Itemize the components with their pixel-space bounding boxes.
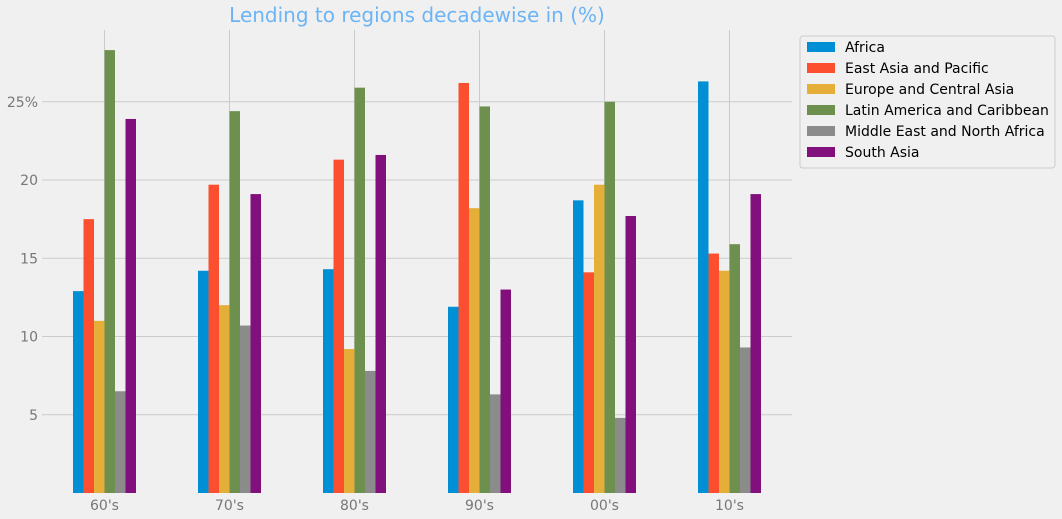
bar xyxy=(219,305,230,493)
bar xyxy=(583,272,594,493)
x-tick-label: 90's xyxy=(465,498,494,514)
bar xyxy=(198,270,209,493)
legend-swatch xyxy=(807,63,835,73)
y-tick-label: 15 xyxy=(20,251,38,267)
legend-swatch xyxy=(807,126,835,136)
y-tick-label: 10 xyxy=(20,330,38,346)
legend-label: Africa xyxy=(845,40,885,56)
legend-swatch xyxy=(807,147,835,157)
legend-label: South Asia xyxy=(845,145,919,161)
bar xyxy=(698,81,709,493)
x-tick-label: 80's xyxy=(340,498,369,514)
bar xyxy=(104,50,115,493)
bar xyxy=(573,200,584,493)
bar xyxy=(83,219,94,493)
bar xyxy=(344,349,355,493)
bars xyxy=(73,50,761,494)
legend-label: Latin America and Caribbean xyxy=(845,103,1049,119)
bar xyxy=(250,194,261,493)
bar xyxy=(604,101,615,493)
x-tick-label: 00's xyxy=(590,498,619,514)
bar xyxy=(479,106,490,493)
bar xyxy=(229,111,240,493)
y-tick-label: 25% xyxy=(7,95,38,111)
bar xyxy=(458,82,469,493)
x-tick-label: 70's xyxy=(215,498,244,514)
bar xyxy=(500,289,511,493)
bar xyxy=(594,184,605,493)
bar xyxy=(354,87,365,493)
bar xyxy=(115,391,126,493)
gridlines xyxy=(42,30,792,493)
bar xyxy=(448,306,459,493)
legend-swatch xyxy=(807,84,835,94)
bar xyxy=(615,417,626,493)
legend-swatch xyxy=(807,42,835,52)
bar xyxy=(333,159,344,493)
bar xyxy=(73,291,84,493)
legend-label: Middle East and North Africa xyxy=(845,124,1045,140)
bar xyxy=(240,325,251,493)
bar xyxy=(740,347,751,493)
bar xyxy=(750,194,761,493)
legend: Africa East Asia and Pacific Europe and Ce… xyxy=(799,35,1056,169)
bar xyxy=(469,208,480,494)
y-axis-ticks: 5 10 15 20 25% xyxy=(7,95,38,424)
bar xyxy=(94,320,105,493)
bar xyxy=(208,184,219,493)
chart-title: Lending to regions decadewise in (%) xyxy=(229,3,605,27)
y-tick-label: 20 xyxy=(20,173,38,189)
bar xyxy=(729,244,740,493)
bar xyxy=(365,370,376,493)
x-tick-label: 60's xyxy=(90,498,119,514)
bar xyxy=(708,253,719,493)
legend-swatch xyxy=(807,105,835,115)
bar xyxy=(375,154,386,493)
x-tick-label: 10's xyxy=(715,498,744,514)
bar xyxy=(625,215,636,493)
y-tick-label: 5 xyxy=(29,408,38,424)
x-axis-ticks: 60's 70's 80's 90's 00's 10's xyxy=(90,498,744,514)
bar xyxy=(125,118,136,493)
legend-label: Europe and Central Asia xyxy=(845,82,1014,98)
bar xyxy=(719,270,730,493)
legend-label: East Asia and Pacific xyxy=(845,61,989,77)
bar xyxy=(490,394,501,493)
bar xyxy=(323,269,334,493)
legend-box xyxy=(799,35,1056,169)
